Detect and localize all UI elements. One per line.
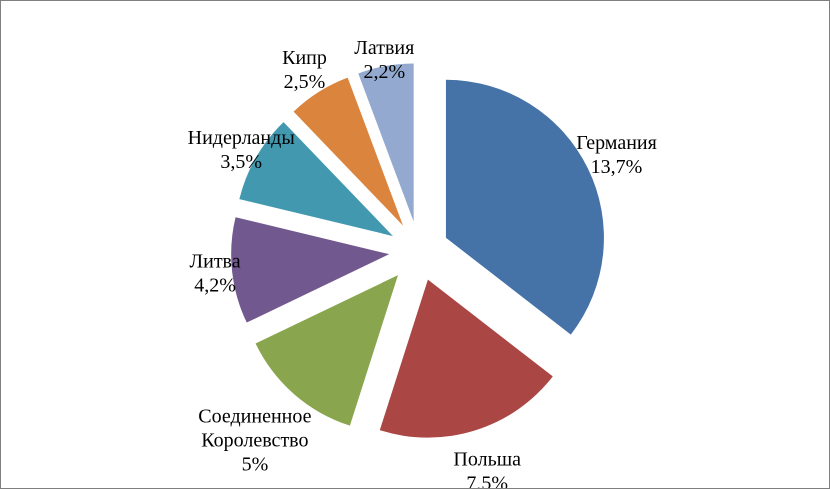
- pie-slice-3: [231, 217, 390, 323]
- slice-label-3: Литва 4,2%: [190, 251, 241, 297]
- slice-category-label: Королевство: [201, 430, 308, 452]
- slice-label-1: Польша 7,5%: [453, 449, 521, 488]
- slice-label-0: Германия 13,7%: [576, 132, 657, 178]
- slice-value-label: 4,2%: [194, 275, 236, 297]
- slice-label-4: Нидерланды 3,5%: [188, 127, 295, 173]
- pie-slice-5: [293, 77, 404, 226]
- pie-slice-2: [255, 275, 398, 426]
- slice-label-2: Соединенное Королевство 5%: [198, 406, 311, 476]
- slice-value-label: 13,7%: [591, 156, 643, 178]
- slice-category-label: Соединенное: [198, 406, 311, 428]
- slice-value-label: 2,5%: [284, 71, 326, 93]
- slice-category-label: Кипр: [282, 47, 327, 69]
- slice-label-6: Латвия 2,2%: [354, 37, 414, 83]
- slice-value-label: 3,5%: [220, 151, 262, 173]
- slice-category-label: Литва: [190, 251, 241, 273]
- slice-category-label: Германия: [576, 132, 657, 154]
- slice-category-label: Латвия: [354, 37, 414, 59]
- slice-label-5: Кипр 2,5%: [282, 47, 327, 93]
- pie-slice-0: [445, 79, 604, 335]
- slice-value-label: 2,2%: [363, 61, 405, 83]
- slice-category-label: Польша: [453, 449, 521, 471]
- slice-value-label: 5%: [242, 454, 269, 476]
- slice-value-label: 7,5%: [466, 473, 508, 488]
- pie-slice-1: [379, 279, 553, 438]
- pie-slice-4: [239, 122, 393, 237]
- pie-slice-6: [358, 63, 414, 222]
- slice-category-label: Нидерланды: [188, 127, 295, 149]
